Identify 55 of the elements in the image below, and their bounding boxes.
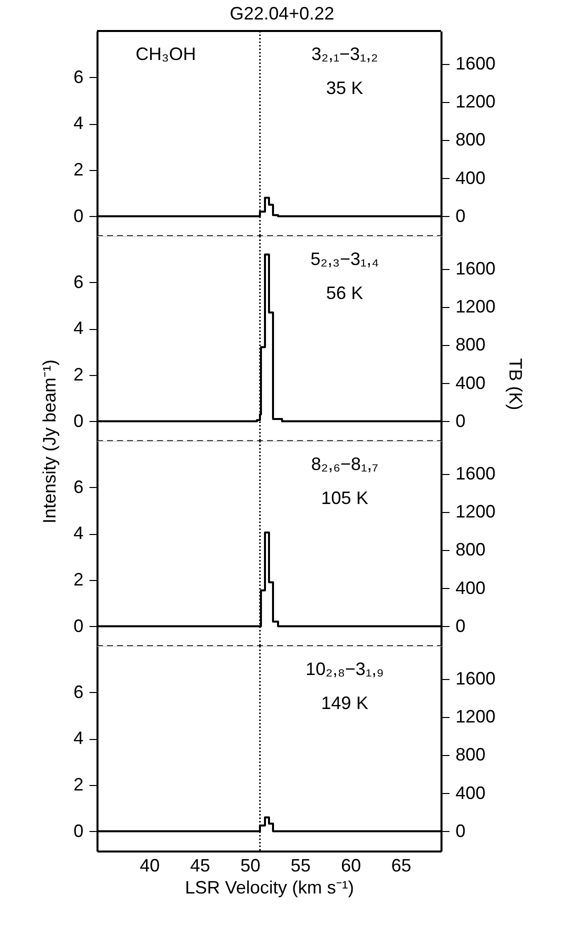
x-tick-label: 50: [240, 856, 260, 876]
y2-tick-label: 800: [456, 540, 486, 560]
y-tick-label: 2: [73, 569, 84, 590]
x-tick-label: 40: [140, 856, 160, 876]
y2-tick-label: 400: [456, 372, 486, 393]
y-tick-label: 0: [73, 206, 84, 226]
chart-title: G22.04+0.22: [230, 4, 334, 24]
y-tick-label: 6: [73, 682, 84, 702]
y-tick-label: 4: [73, 113, 84, 134]
annotation: 56 K: [326, 283, 364, 303]
x-tick-label: 45: [190, 856, 210, 876]
annotation: 3₂,₁−3₁,₂: [311, 44, 378, 64]
y2-tick-label: 0: [456, 206, 466, 226]
y2-tick-label: 1600: [456, 54, 496, 74]
y2-tick-label: 0: [456, 616, 466, 636]
y-tick-label: 4: [73, 728, 84, 748]
y-tick-label: 0: [73, 616, 84, 636]
y2-tick-label: 1600: [456, 464, 496, 484]
y2-tick-label: 800: [456, 334, 486, 355]
annotation: 5₂,₃−3₁,₄: [310, 249, 379, 269]
y-tick-label: 6: [73, 272, 84, 292]
y-axis-title: Intensity (Jy beam⁻¹): [39, 359, 60, 524]
y2-tick-label: 400: [456, 578, 486, 598]
annotation: 105 K: [321, 488, 368, 508]
x-tick-label: 65: [391, 856, 412, 876]
y-tick-label: 0: [73, 820, 84, 841]
y-tick-label: 0: [73, 410, 84, 431]
annotation: 35 K: [326, 78, 364, 98]
y2-tick-label: 1200: [456, 706, 496, 727]
y2-tick-label: 400: [456, 782, 486, 803]
y-tick-label: 2: [73, 364, 84, 384]
y-tick-label: 4: [73, 318, 84, 338]
y2-tick-label: 800: [456, 744, 486, 765]
x-tick-label: 60: [340, 856, 361, 876]
x-axis-title: LSR Velocity (km s⁻¹): [184, 878, 354, 898]
y2-tick-label: 1200: [456, 92, 496, 112]
y-tick-label: 6: [73, 66, 84, 87]
y2-tick-label: 1600: [456, 258, 496, 279]
annotation: 8₂,₆−8₁,₇: [311, 454, 378, 474]
y-tick-label: 2: [73, 774, 84, 794]
y2-tick-label: 0: [456, 820, 466, 841]
y-tick-label: 2: [73, 159, 84, 180]
x-tick-label: 55: [290, 856, 311, 876]
annotation: CH₃OH: [136, 44, 196, 64]
y-tick-label: 4: [73, 523, 84, 544]
y2-tick-label: 800: [456, 130, 486, 150]
y2-tick-label: 400: [456, 168, 486, 188]
y2-tick-label: 1200: [456, 502, 496, 522]
y2-tick-label: 0: [456, 410, 466, 431]
y-tick-label: 6: [73, 476, 84, 497]
y2-axis-title: TB (K): [506, 358, 526, 410]
annotation: 149 K: [321, 693, 368, 713]
y2-tick-label: 1600: [456, 668, 496, 689]
annotation: 10₂,₈−3₁,₉: [306, 659, 384, 679]
y2-tick-label: 1200: [456, 296, 496, 317]
